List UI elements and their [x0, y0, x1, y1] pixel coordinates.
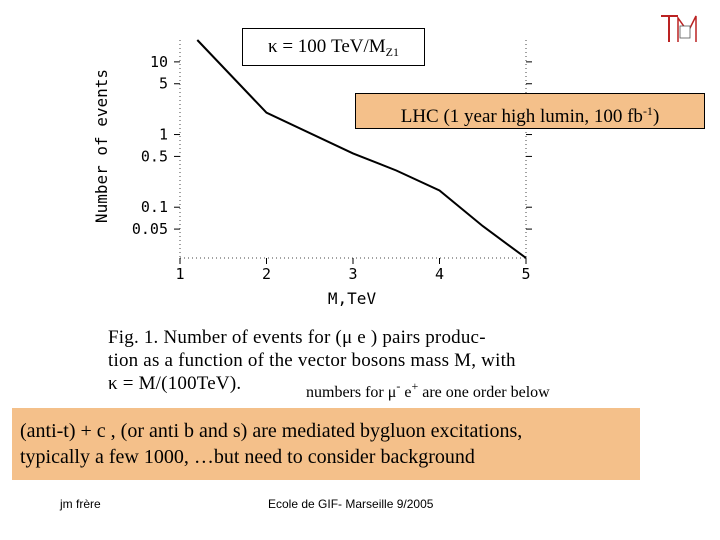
figure-caption: Fig. 1. Number of events for (μ e ) pair… [108, 326, 618, 395]
caption-line-2: tion as a function of the vector bosons … [108, 350, 516, 371]
x-tick-label: 1 [175, 265, 184, 283]
y-tick-label: 0.1 [141, 198, 168, 216]
footer-author: jm frère [60, 497, 101, 511]
x-axis-label: M,TeV [328, 289, 377, 308]
caption-line-3: κ = M/(100TeV). [108, 373, 242, 394]
y-tick-label: 0.5 [141, 147, 168, 165]
x-tick-label: 5 [521, 265, 530, 283]
x-tick-label: 3 [348, 265, 357, 283]
plot-frame [179, 40, 527, 259]
highlight-box: (anti-t) + c , (or anti b and s) are med… [12, 408, 640, 480]
note-suffix: are one order below [418, 384, 550, 401]
y-tick-label: 0.05 [132, 220, 168, 238]
highlight-line-2: typically a few 1000, …but need to consi… [20, 446, 475, 468]
lhc-text: LHC (1 year high lumin, 100 fb [400, 106, 643, 127]
y-ticks: 10 5 1 0.5 0.1 0.05 [132, 53, 532, 238]
institution-logo [658, 12, 700, 46]
kappa-text: κ = 100 TeV/M [268, 36, 386, 57]
y-axis-label: Number of events [92, 69, 111, 223]
y-tick-label: 10 [150, 53, 168, 71]
series-line [196, 39, 527, 259]
note-mid: e [400, 384, 412, 401]
y-tick-label: 1 [159, 126, 168, 144]
caption-line-1: Fig. 1. Number of events for (μ e ) pair… [108, 327, 486, 348]
note-sup-2: + [411, 379, 419, 393]
note-prefix: numbers for μ [306, 384, 397, 401]
y-tick-label: 5 [159, 75, 168, 93]
note-sup-1: - [396, 379, 401, 393]
footer-venue: Ecole de GIF- Marseille 9/2005 [268, 497, 434, 511]
highlight-line-1: (anti-t) + c , (or anti b and s) are med… [20, 420, 523, 442]
x-ticks: 1 2 3 4 5 [175, 258, 531, 283]
x-tick-label: 2 [262, 265, 271, 283]
lhc-superscript: -1 [642, 104, 653, 118]
order-note: numbers for μ- e+ are one order below [306, 379, 550, 402]
lhc-annotation: LHC (1 year high lumin, 100 fb-1) [355, 93, 705, 129]
kappa-annotation: κ = 100 TeV/MZ1 [242, 28, 425, 66]
chart-plot: 10 5 1 0.5 0.1 0.05 1 2 3 4 5 M,TeV Number of eve… [92, 39, 532, 308]
kappa-subscript: Z1 [385, 45, 399, 59]
lhc-suffix: ) [652, 106, 660, 127]
x-tick-label: 4 [435, 265, 444, 283]
